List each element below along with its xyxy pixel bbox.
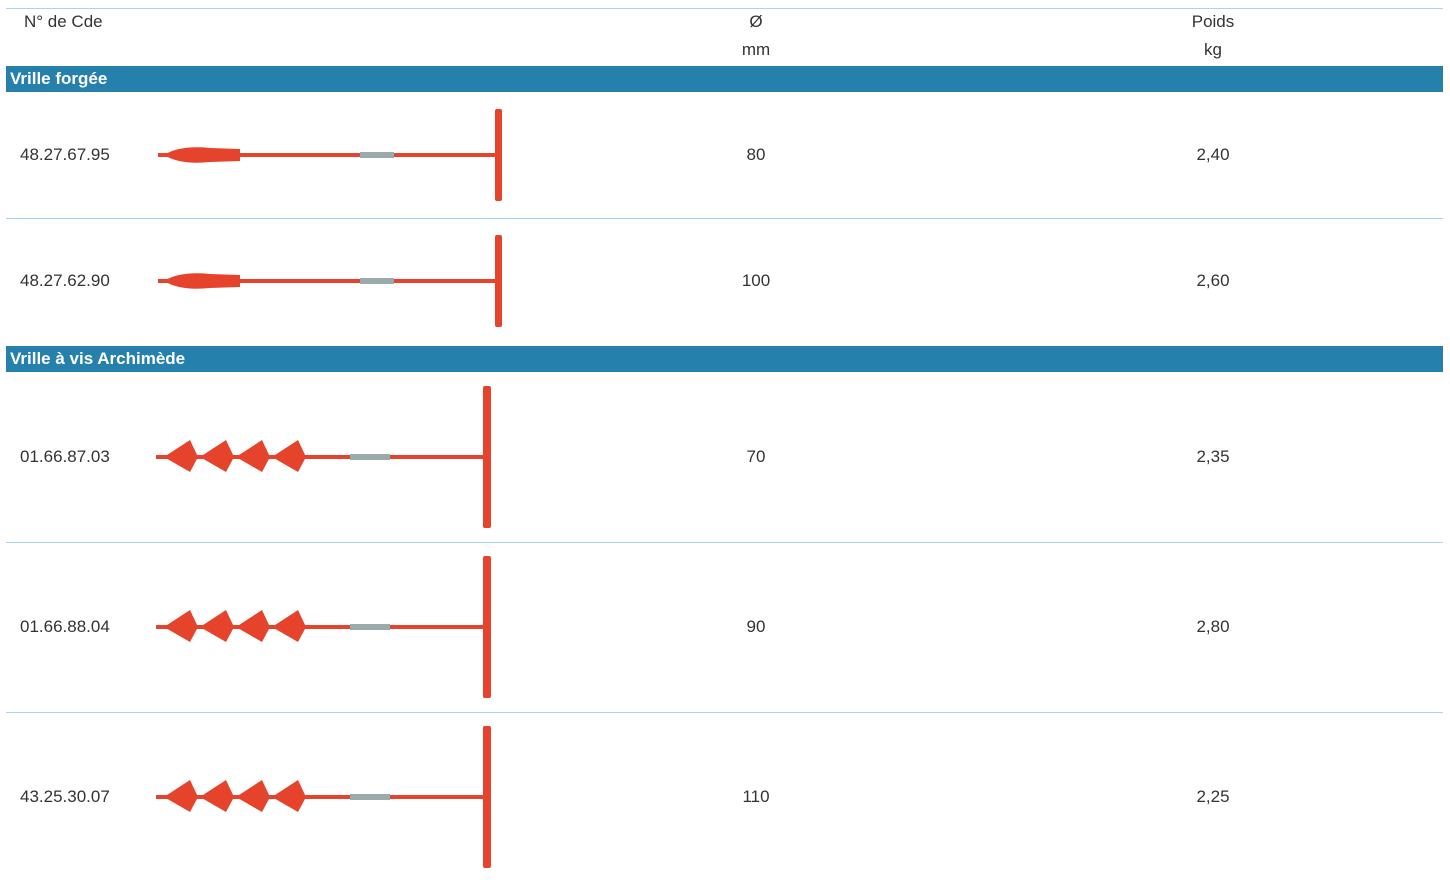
tool-image bbox=[150, 231, 510, 331]
diameter: 90 bbox=[747, 617, 766, 637]
header-code: N° de Cde bbox=[24, 12, 103, 32]
order-code: 48.27.62.90 bbox=[20, 271, 110, 291]
header-diameter: Ø bbox=[749, 12, 762, 32]
tool-shape bbox=[164, 147, 240, 162]
row-rule bbox=[6, 712, 1443, 713]
order-code: 01.66.87.03 bbox=[20, 447, 110, 467]
tool-shape bbox=[272, 610, 306, 642]
tool-shape bbox=[164, 273, 240, 288]
tool-shape bbox=[360, 278, 394, 284]
weight: 2,60 bbox=[1196, 271, 1229, 291]
tool-shape bbox=[272, 440, 306, 472]
tool-shape bbox=[236, 780, 270, 812]
header-weight: Poids bbox=[1192, 12, 1235, 32]
tool-shape bbox=[200, 610, 234, 642]
order-code: 01.66.88.04 bbox=[20, 617, 110, 637]
tool-shape bbox=[164, 610, 198, 642]
weight: 2,80 bbox=[1196, 617, 1229, 637]
tool-image bbox=[150, 554, 500, 700]
tool-shape bbox=[483, 386, 491, 528]
section-bar: Vrille forgée bbox=[6, 66, 1443, 92]
tool-image bbox=[150, 724, 500, 870]
row-rule bbox=[6, 542, 1443, 543]
header-weight-unit: kg bbox=[1204, 40, 1222, 60]
tool-shape bbox=[483, 726, 491, 868]
tool-shape bbox=[483, 556, 491, 698]
tool-shape bbox=[350, 454, 390, 460]
section-bar: Vrille à vis Archimède bbox=[6, 346, 1443, 372]
tool-image bbox=[150, 105, 510, 205]
diameter: 110 bbox=[742, 787, 769, 807]
page: N° de Cde Ø mm Poids kg (() => { const d… bbox=[0, 0, 1450, 884]
weight: 2,35 bbox=[1196, 447, 1229, 467]
tool-shape bbox=[236, 440, 270, 472]
tool-image bbox=[150, 384, 500, 530]
tool-shape bbox=[350, 794, 390, 800]
order-code: 43.25.30.07 bbox=[20, 787, 110, 807]
top-rule bbox=[6, 8, 1443, 9]
diameter: 80 bbox=[747, 145, 766, 165]
tool-shape bbox=[272, 780, 306, 812]
tool-shape bbox=[164, 780, 198, 812]
diameter: 100 bbox=[742, 271, 770, 291]
order-code: 48.27.67.95 bbox=[20, 145, 110, 165]
tool-shape bbox=[164, 440, 198, 472]
tool-shape bbox=[200, 440, 234, 472]
tool-shape bbox=[350, 624, 390, 630]
weight: 2,25 bbox=[1196, 787, 1229, 807]
header-diameter-unit: mm bbox=[742, 40, 770, 60]
tool-shape bbox=[236, 610, 270, 642]
row-rule bbox=[6, 218, 1443, 219]
diameter: 70 bbox=[747, 447, 766, 467]
weight: 2,40 bbox=[1196, 145, 1229, 165]
tool-shape bbox=[200, 780, 234, 812]
tool-shape bbox=[360, 152, 394, 158]
tool-shape bbox=[495, 235, 502, 327]
tool-shape bbox=[495, 109, 502, 201]
